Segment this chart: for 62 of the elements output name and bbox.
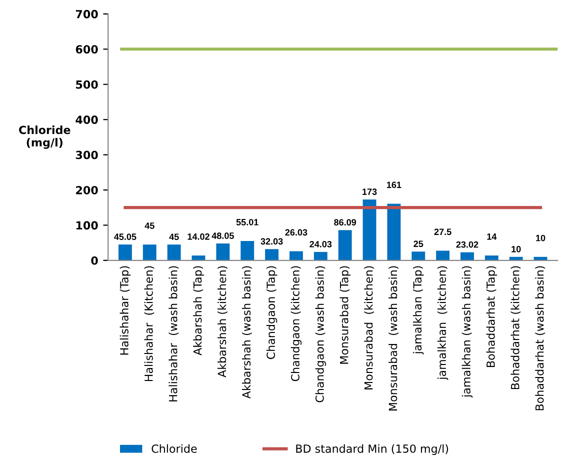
bar [436, 250, 450, 260]
legend-label: Chloride [152, 444, 197, 453]
data-label: 45 [144, 222, 154, 229]
bar [338, 230, 352, 260]
y-tick-label: 500 [76, 80, 98, 89]
data-label: 24.03 [310, 240, 332, 248]
bar [460, 252, 474, 260]
x-tick-label: Akbarshah (wash basin) [242, 266, 252, 399]
bar [240, 241, 254, 260]
x-tick-label: Halishahar (Kitchen) [144, 266, 154, 382]
data-label: 27.5 [434, 228, 452, 236]
x-tick-label: Monsurabad (Tap) [340, 266, 350, 364]
bar [412, 252, 426, 260]
bar [216, 243, 230, 260]
data-label: 161 [386, 182, 402, 188]
y-tick-label: 200 [76, 186, 98, 194]
bar [265, 249, 279, 260]
data-label: 23.02 [456, 241, 478, 248]
data-label: 173 [362, 188, 377, 195]
data-label: 55.01 [236, 218, 258, 226]
y-tick-label: 700 [76, 10, 98, 18]
data-label: 25 [414, 240, 424, 248]
bar [387, 204, 401, 260]
y-tick-label: 600 [76, 45, 98, 54]
bar [118, 244, 132, 260]
x-tick-label: Monsurabad (wash basin) [388, 266, 398, 410]
data-label: 10 [512, 246, 521, 252]
bar [142, 244, 156, 260]
x-tick-label: Akbarshah (Tap) [193, 266, 204, 356]
y-axis-title: Chloride (mg/l) [19, 126, 70, 149]
bar [314, 252, 328, 260]
data-label: 14 [487, 234, 497, 240]
x-tick-label: Chandgaon (kitchen) [290, 266, 302, 382]
data-label: 10 [536, 234, 546, 242]
x-tick-label: Bohaddarhat (wash basin) [535, 266, 546, 410]
x-tick-label: jamalkhan (kitchen) [437, 266, 448, 380]
data-label: 86.09 [334, 219, 356, 226]
x-tick-label: Halishahar (Tap) [120, 266, 131, 355]
data-label: 48.05 [212, 232, 234, 239]
x-tick-label: Chandgaon (Tap) [266, 266, 278, 360]
data-label: 45 [169, 234, 179, 240]
x-tick-label: Monsurabad (kitchen) [364, 266, 374, 390]
bar [167, 244, 181, 260]
bar [290, 251, 303, 260]
y-tick-label: 300 [76, 150, 98, 160]
y-tick-label: 400 [76, 116, 98, 124]
legend-label: BD standard Min (150 mg/l) [296, 444, 448, 455]
x-tick-label: Chandgaon (wash basin) [315, 266, 326, 402]
x-tick-label: Halishahar (wash basin) [168, 266, 179, 402]
x-tick-label: Akbarshah (kitchen) [218, 266, 228, 378]
y-tick-label: 0 [91, 256, 98, 265]
data-label: 32.03 [260, 238, 283, 245]
data-label: 45.05 [114, 234, 136, 240]
data-label: 14.02 [188, 233, 210, 240]
x-tick-label: Bohaddarhat (Tap) [486, 266, 498, 367]
bar [362, 199, 376, 260]
bar [484, 255, 498, 260]
y-tick-label: 100 [76, 221, 98, 230]
x-tick-label: Bohaddarhat (kitchen) [510, 266, 521, 390]
x-tick-label: jamalkhan (Tap) [412, 266, 424, 354]
data-label: 26.03 [285, 229, 308, 236]
x-tick-label: jamalkhan (wash basin) [462, 266, 473, 398]
